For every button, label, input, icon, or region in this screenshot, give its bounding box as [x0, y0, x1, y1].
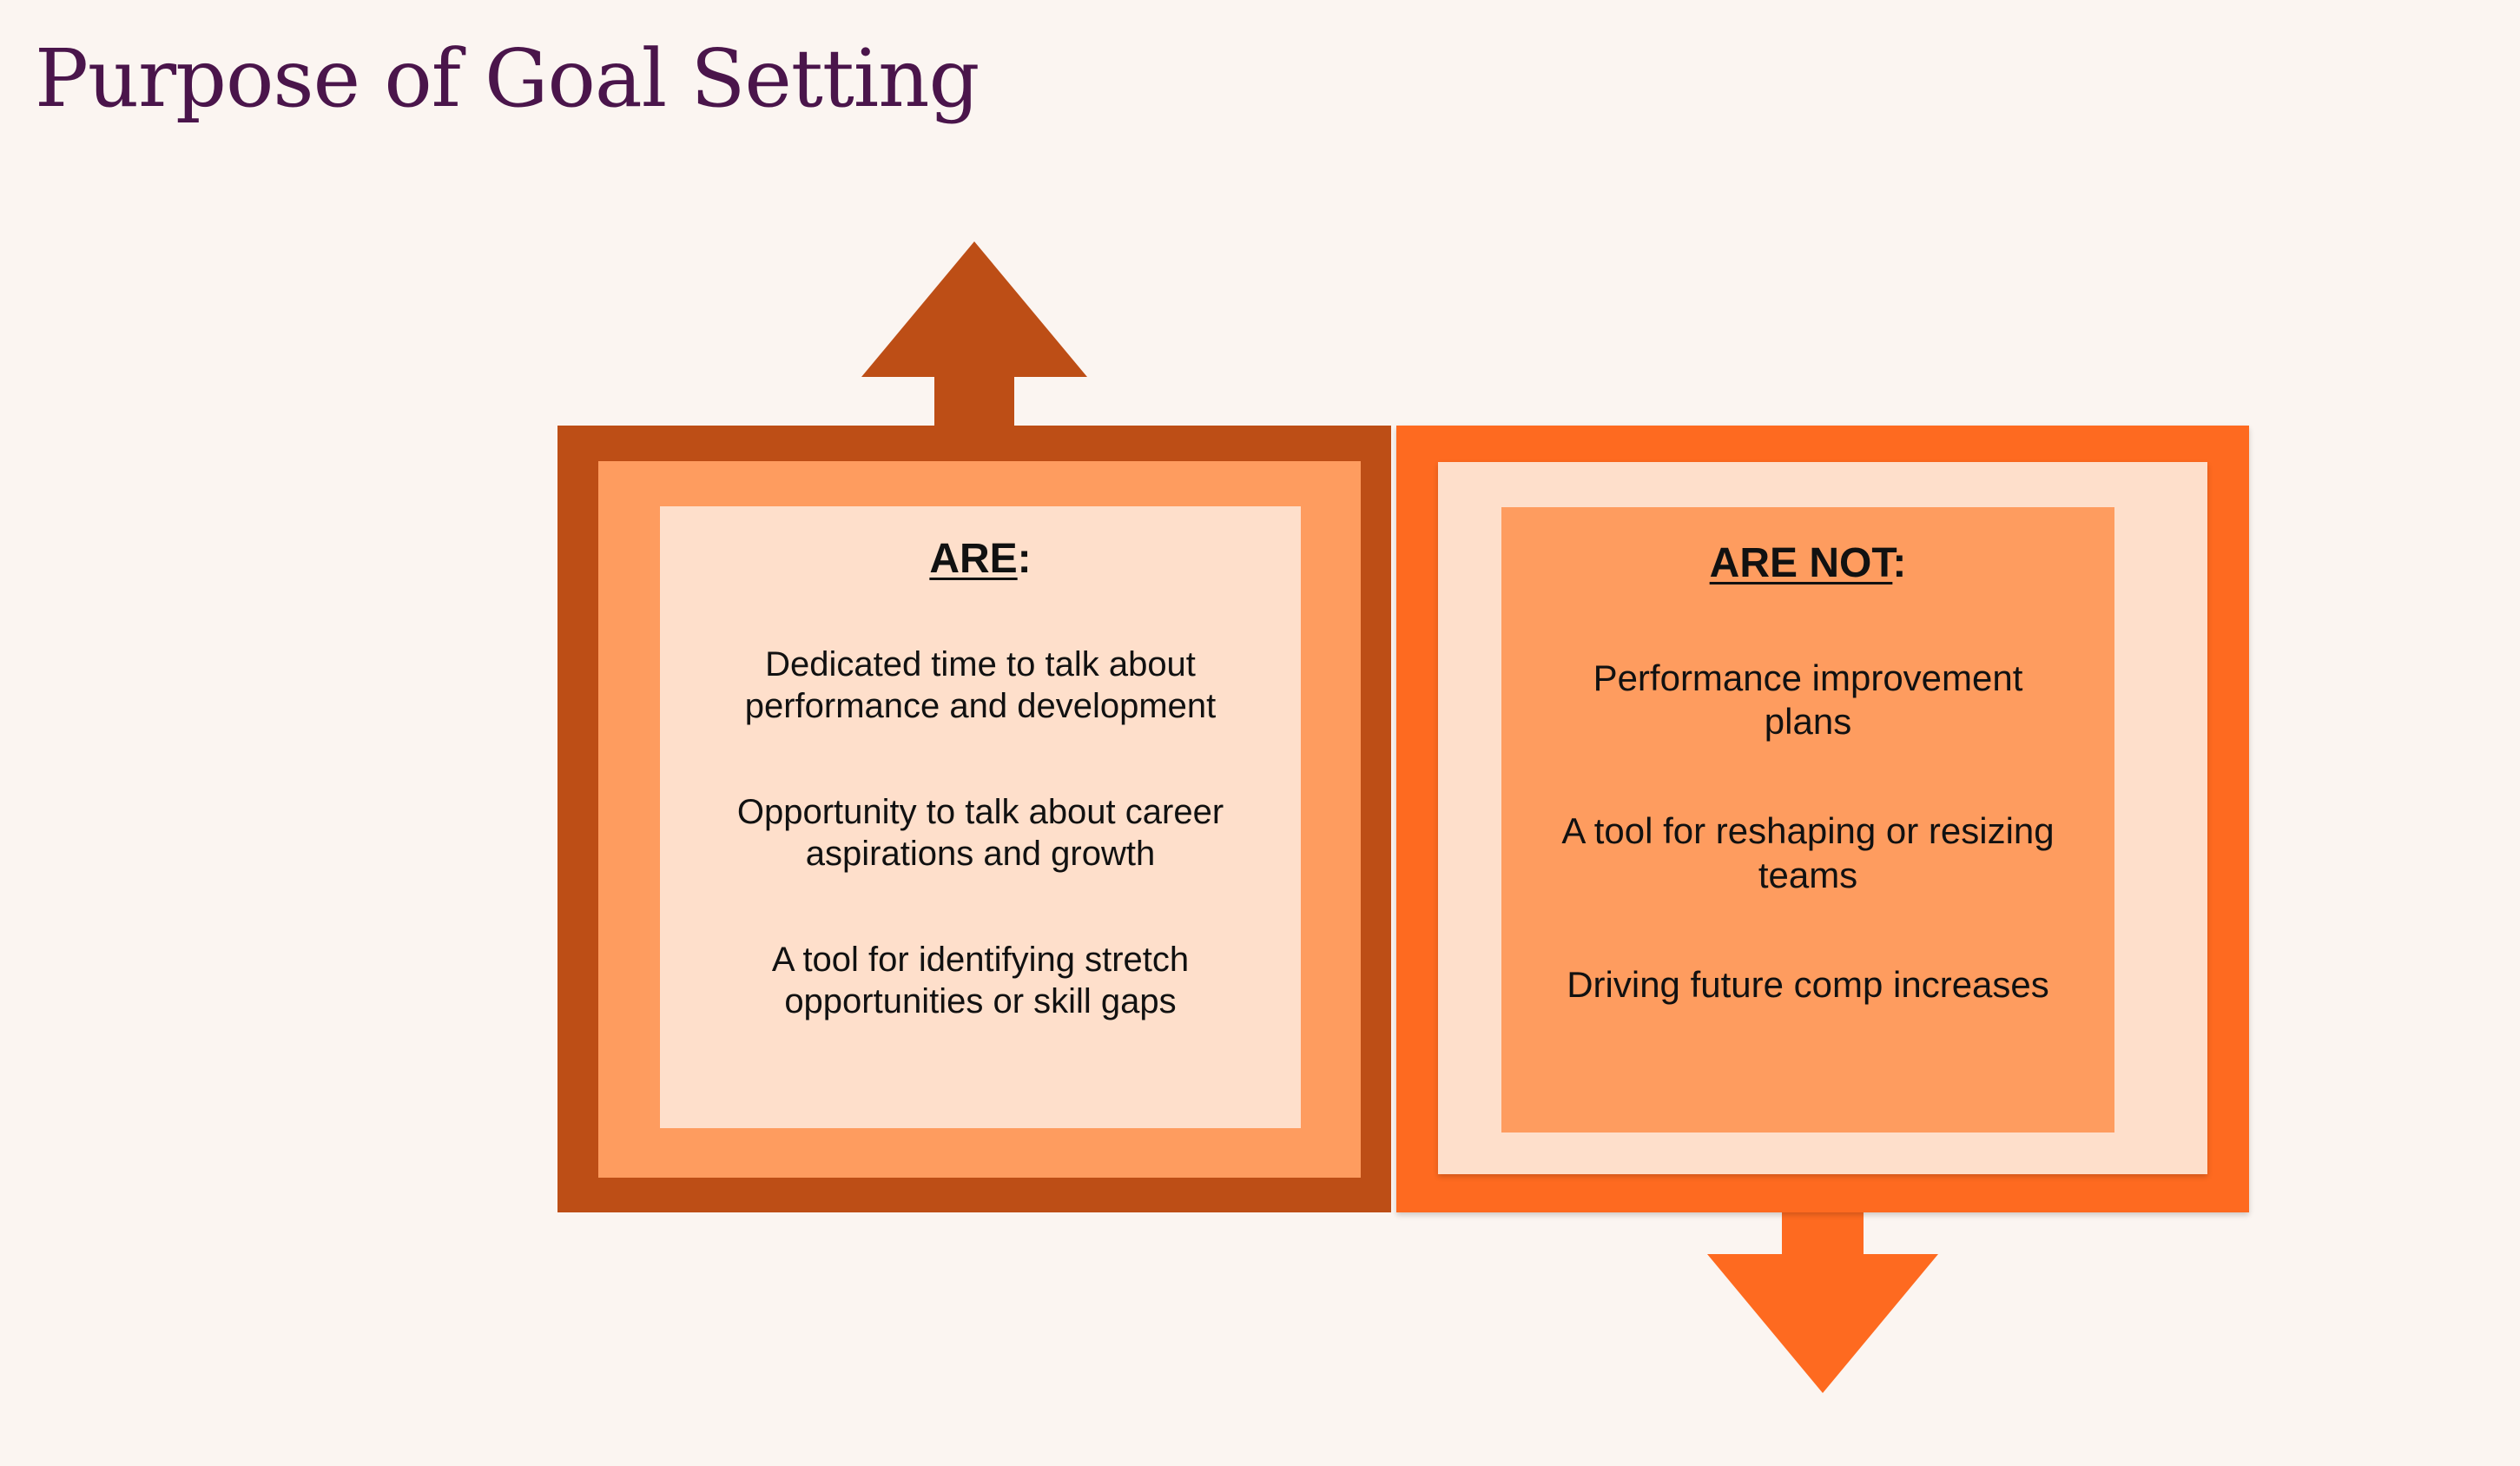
are-not-heading: ARE NOT:: [1710, 538, 1907, 589]
are-heading-colon: :: [1017, 536, 1032, 582]
are-heading-text: ARE: [929, 536, 1018, 582]
are-item-stretch-opportunities: A tool for identifying stretch opportuni…: [771, 940, 1190, 1020]
arrow-up-icon: [861, 241, 1087, 429]
arrow-down-icon: [1707, 1209, 1938, 1393]
are-not-heading-colon: :: [1892, 540, 1907, 586]
are-not-item-reshaping-teams: A tool for reshaping or resizing teams: [1561, 810, 2055, 895]
are-not-item-pip: Performance improvement plans: [1593, 657, 2023, 742]
are-card: ARE: Dedicated time to talk about perfor…: [660, 506, 1301, 1128]
are-not-card: ARE NOT: Performance improvement plans A…: [1501, 507, 2114, 1133]
are-not-item-comp-increases: Driving future comp increases: [1567, 964, 2049, 1006]
are-item-dedicated-time: Dedicated time to talk about performance…: [744, 644, 1217, 725]
are-heading: ARE:: [929, 534, 1031, 584]
are-not-heading-text: ARE NOT: [1709, 540, 1893, 586]
are-item-career-aspirations: Opportunity to talk about career aspirat…: [736, 792, 1224, 873]
page-title: Purpose of Goal Setting: [35, 32, 980, 125]
